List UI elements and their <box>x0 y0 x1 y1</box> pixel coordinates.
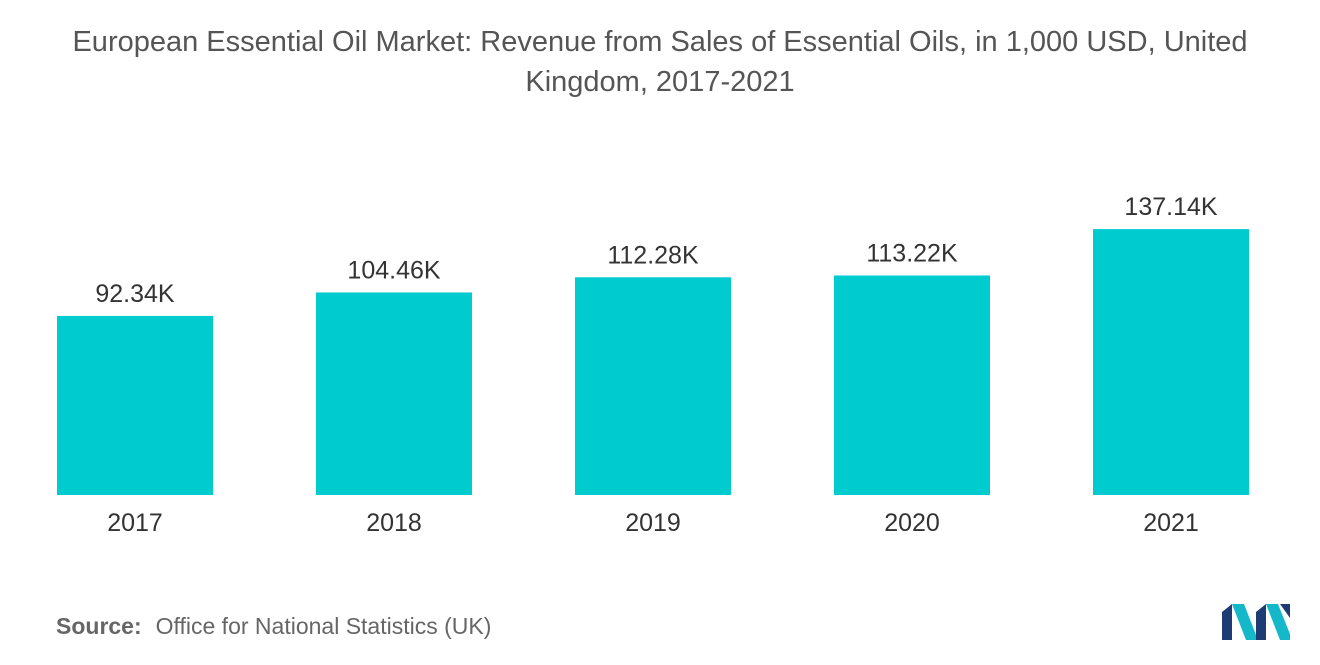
value-label-2018: 104.46K <box>347 256 440 284</box>
x-tick-label-2017: 2017 <box>107 509 163 537</box>
x-tick-label-2019: 2019 <box>625 509 681 537</box>
mordor-intelligence-logo-icon <box>1222 604 1290 640</box>
value-label-2019: 112.28K <box>607 241 699 269</box>
bar-2017 <box>57 315 213 495</box>
source-label: Source: <box>56 613 142 639</box>
bar-2018 <box>316 292 472 495</box>
chart-title: European Essential Oil Market: Revenue f… <box>72 26 1248 98</box>
x-tick-label-2021: 2021 <box>1143 509 1199 537</box>
bar-2020 <box>834 275 990 495</box>
x-tick-label-2020: 2020 <box>884 509 940 537</box>
x-tick-label-2018: 2018 <box>366 509 422 537</box>
bars-layer <box>57 229 1249 495</box>
bar-2019 <box>575 277 731 495</box>
value-label-2017: 92.34K <box>95 280 175 308</box>
value-label-2021: 137.14K <box>1124 193 1217 221</box>
value-labels-layer: 92.34K 104.46K 112.28K 113.22K 137.14K <box>95 193 1218 308</box>
tick-labels-layer: 2017 2018 2019 2020 2021 <box>107 509 1199 537</box>
value-label-2020: 113.22K <box>866 239 958 267</box>
source-line: Source: Office for National Statistics (U… <box>56 613 491 640</box>
source-text: Office for National Statistics (UK) <box>155 613 492 639</box>
bar-2021 <box>1093 229 1249 495</box>
